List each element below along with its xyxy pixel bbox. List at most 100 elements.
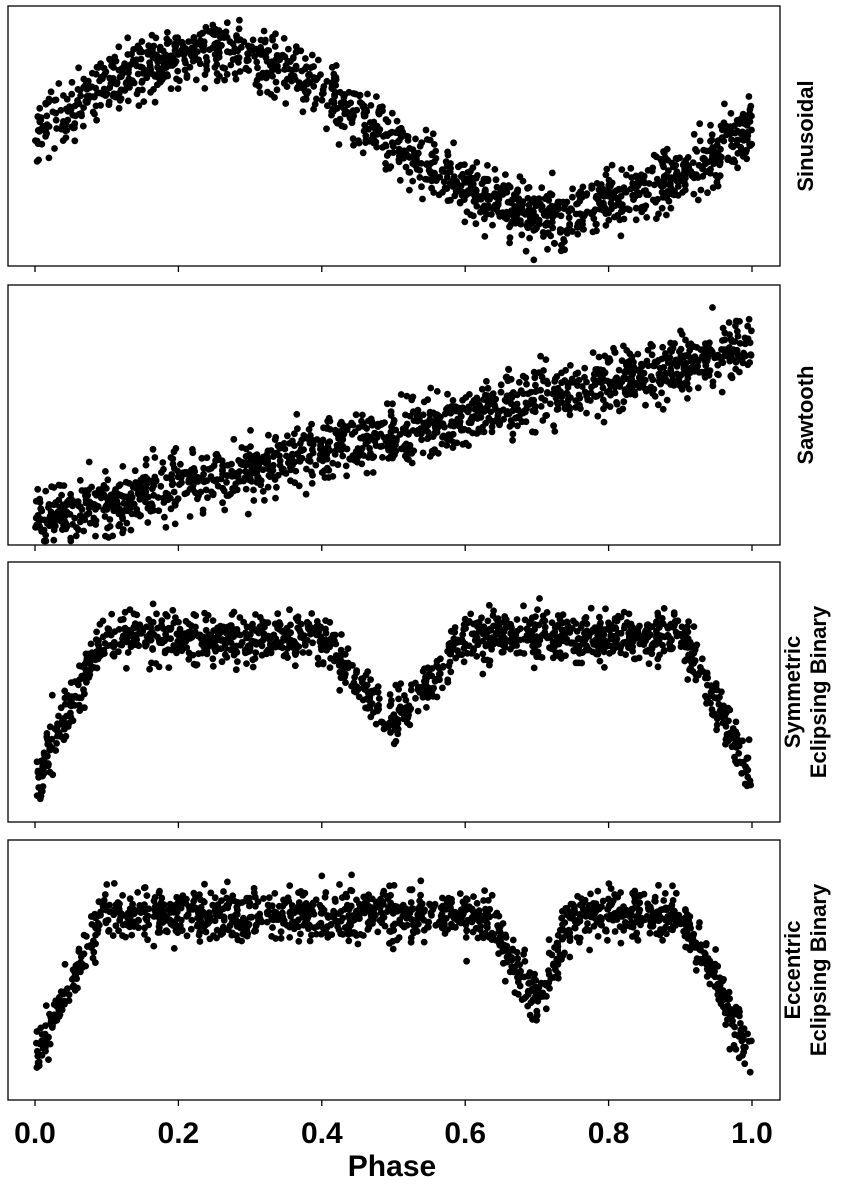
data-point	[748, 140, 756, 148]
data-point	[494, 201, 502, 209]
data-point	[481, 187, 489, 195]
data-point	[242, 65, 250, 73]
data-point	[627, 164, 635, 172]
data-point	[447, 422, 455, 429]
data-point	[745, 93, 753, 100]
data-point	[667, 180, 674, 188]
data-point	[551, 428, 559, 435]
data-point	[635, 191, 643, 199]
data-point	[100, 506, 108, 514]
data-point	[308, 610, 316, 617]
data-point	[583, 378, 590, 386]
data-point	[694, 196, 702, 204]
data-point	[269, 33, 276, 41]
data-point	[599, 366, 607, 374]
data-point	[743, 754, 751, 762]
data-point	[503, 188, 511, 196]
data-point	[93, 664, 101, 672]
data-point	[151, 454, 159, 461]
data-point	[574, 230, 582, 238]
data-point	[150, 71, 157, 78]
data-point	[651, 358, 659, 366]
data-point	[677, 345, 685, 353]
data-point	[692, 967, 700, 974]
data-point	[230, 608, 238, 616]
data-point	[281, 79, 288, 86]
data-point	[50, 536, 58, 544]
data-point	[733, 346, 741, 354]
data-point	[201, 85, 209, 92]
data-point	[264, 458, 272, 465]
data-point	[555, 640, 563, 648]
data-point	[190, 44, 198, 52]
data-point	[665, 197, 673, 205]
data-point	[660, 605, 668, 612]
data-point	[355, 139, 363, 147]
data-point	[672, 356, 680, 364]
data-point	[492, 395, 500, 403]
data-point	[333, 656, 341, 663]
data-point	[38, 757, 46, 765]
data-point	[596, 613, 603, 621]
data-point	[622, 188, 630, 196]
data-point	[291, 442, 298, 449]
data-point	[594, 887, 602, 895]
data-point	[693, 148, 701, 155]
data-point	[743, 782, 751, 790]
data-point	[654, 401, 662, 409]
data-point	[186, 513, 194, 520]
data-point	[520, 390, 527, 398]
data-point	[569, 193, 576, 201]
data-point	[204, 494, 211, 502]
data-point	[575, 391, 583, 399]
data-point	[367, 102, 375, 109]
data-point	[406, 186, 413, 194]
data-point	[611, 348, 619, 356]
data-point	[502, 171, 509, 179]
data-point	[501, 977, 509, 985]
data-point	[674, 183, 682, 190]
data-point	[40, 749, 48, 757]
data-point	[229, 40, 237, 48]
data-point	[660, 182, 667, 190]
data-point	[552, 395, 560, 402]
data-point	[52, 109, 60, 117]
data-point	[748, 112, 755, 120]
data-point	[244, 510, 252, 518]
data-point	[579, 183, 587, 191]
data-point	[48, 691, 56, 699]
data-point	[715, 700, 723, 708]
data-point	[69, 717, 77, 725]
data-point	[257, 477, 265, 484]
data-point	[729, 356, 737, 364]
data-point	[660, 177, 667, 185]
data-point	[583, 190, 591, 198]
data-point	[519, 198, 527, 206]
data-point	[345, 905, 353, 913]
data-point	[601, 637, 609, 644]
data-point	[444, 390, 451, 398]
data-point	[157, 78, 164, 86]
data-point	[684, 154, 692, 161]
data-point	[198, 454, 206, 462]
data-point	[167, 505, 175, 513]
data-point	[243, 660, 250, 667]
data-point	[416, 174, 424, 181]
data-point	[266, 641, 274, 648]
data-point	[532, 381, 539, 389]
data-point	[128, 931, 136, 939]
data-point	[164, 29, 171, 36]
data-point	[253, 76, 261, 84]
data-point	[288, 638, 296, 646]
data-point	[219, 467, 226, 475]
data-point	[185, 478, 193, 486]
data-point	[395, 695, 402, 703]
data-point	[644, 362, 652, 370]
data-point	[529, 642, 536, 650]
data-point	[171, 520, 179, 528]
data-point	[273, 86, 281, 94]
data-point	[432, 147, 440, 155]
data-point	[71, 678, 79, 685]
data-point	[192, 39, 200, 47]
data-point	[123, 664, 130, 672]
